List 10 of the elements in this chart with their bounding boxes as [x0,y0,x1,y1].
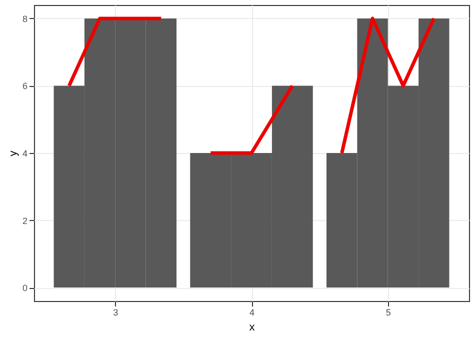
x-tick-label: 4 [249,308,255,318]
x-axis-title: x [249,322,256,334]
y-tick-label: 6 [22,81,28,92]
y-tick-label: 0 [22,283,28,294]
y-tick-label: 2 [22,216,28,226]
y-axis-title: y [7,150,20,156]
x-tick-label: 5 [386,308,391,318]
y-tick-label: 4 [22,148,28,158]
x-tick-label: 3 [113,308,118,318]
y-tick-label: 8 [22,14,28,24]
